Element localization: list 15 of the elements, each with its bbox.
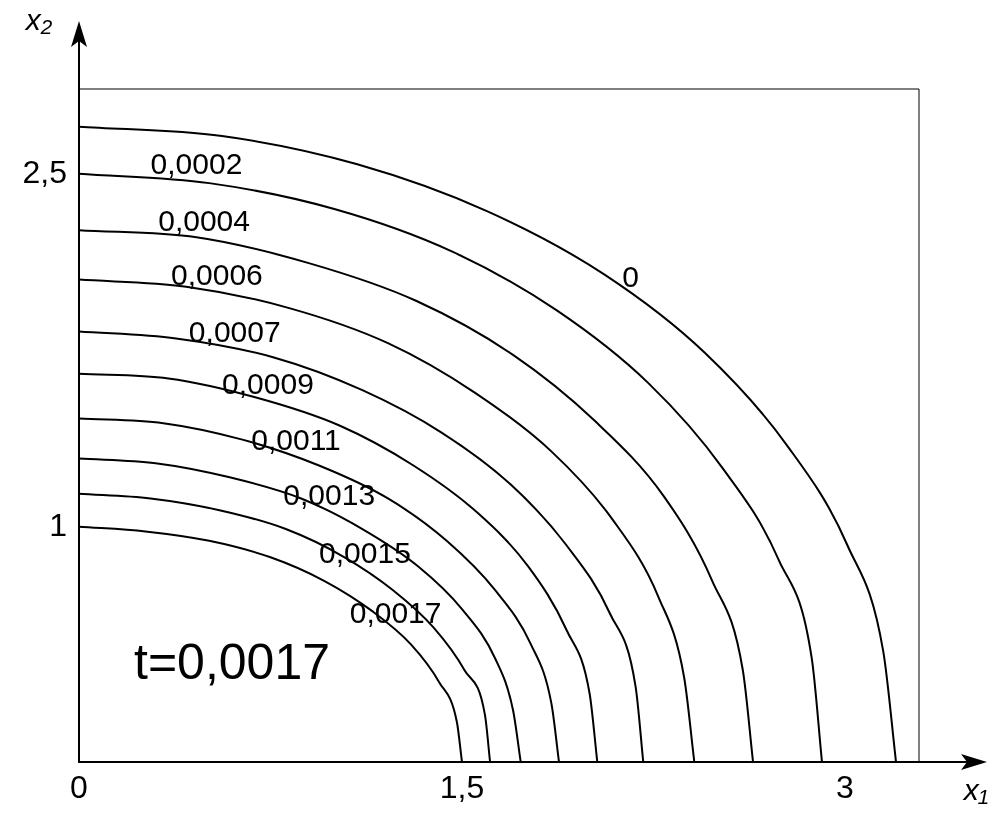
y-tick-label: 2,5 — [22, 153, 67, 190]
annotation: t=0,0017 — [134, 633, 331, 690]
x-tick-label: 0 — [70, 769, 88, 806]
x-tick-label: 1,5 — [439, 769, 485, 806]
x-tick-label: 3 — [836, 769, 854, 806]
series-label: 0,0002 — [150, 147, 243, 181]
series-label: 0,0011 — [251, 423, 341, 456]
series-label: 0,0004 — [158, 204, 250, 238]
series-label: 0 — [622, 260, 639, 294]
y-tick-label: 1 — [49, 506, 67, 543]
x-axis-title: x₁ — [961, 773, 989, 807]
series-label: 0,0007 — [188, 315, 281, 349]
series-label: 0,0009 — [222, 366, 314, 400]
series-label: 0,0006 — [170, 258, 263, 292]
y-axis-title: x₂ — [23, 3, 53, 37]
